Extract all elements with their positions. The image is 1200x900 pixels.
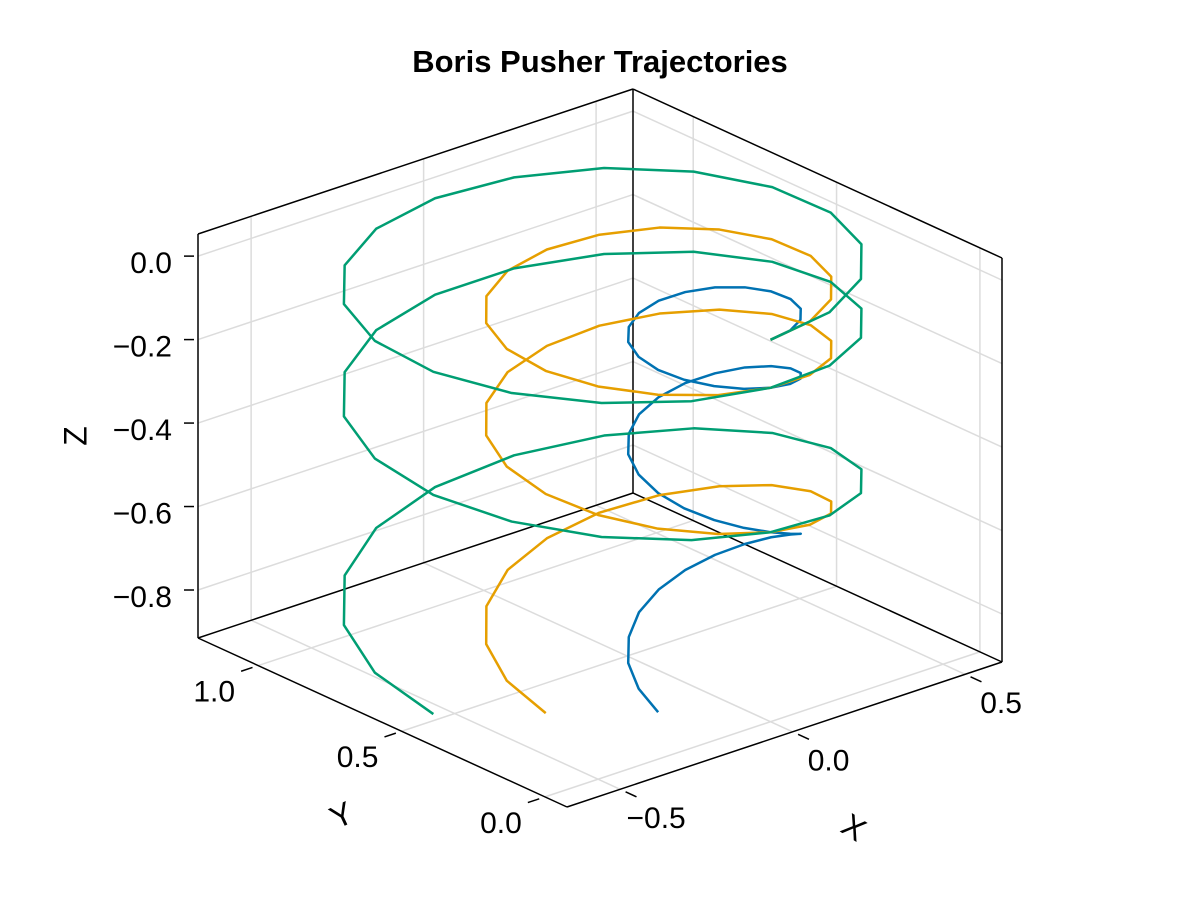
z-axis-label: Z bbox=[57, 426, 93, 446]
trajectory-line bbox=[484, 226, 833, 715]
grid-line bbox=[197, 193, 634, 341]
x-tick-label: 0.5 bbox=[980, 687, 1022, 720]
axis-edge bbox=[197, 637, 568, 808]
z-tick-label: −0.4 bbox=[113, 414, 172, 447]
axis-edge bbox=[632, 492, 1003, 663]
grid-line bbox=[250, 619, 621, 790]
grid-line bbox=[423, 562, 793, 733]
trajectory-line bbox=[342, 166, 863, 716]
x-tick-mark bbox=[970, 676, 982, 683]
grid-line bbox=[595, 504, 966, 675]
grid-line bbox=[197, 110, 634, 257]
grid-line bbox=[632, 110, 1003, 281]
plot-lines bbox=[342, 166, 863, 716]
grid-line bbox=[197, 360, 634, 508]
y-tick-label: 1.0 bbox=[193, 675, 235, 708]
grid-line bbox=[401, 585, 837, 732]
grid-line bbox=[197, 444, 634, 591]
grid-line bbox=[197, 277, 634, 424]
grid-line bbox=[257, 519, 694, 667]
y-tick-mark bbox=[384, 732, 397, 738]
chart-title: Boris Pusher Trajectories bbox=[412, 44, 788, 79]
axis-edge bbox=[632, 88, 1003, 259]
z-tick-label: −0.2 bbox=[113, 331, 172, 364]
z-tick-label: 0.0 bbox=[130, 247, 172, 280]
labels: −0.50.00.50.00.51.0−0.8−0.6−0.4−0.20.0XY… bbox=[57, 247, 1021, 848]
y-tick-mark bbox=[527, 798, 540, 804]
x-tick-label: −0.5 bbox=[627, 802, 686, 835]
trajectory-line bbox=[626, 286, 802, 713]
frame bbox=[184, 88, 1003, 808]
y-tick-label: 0.5 bbox=[337, 741, 379, 774]
x-tick-mark bbox=[625, 791, 637, 798]
axis-edge bbox=[197, 88, 634, 235]
axis-edge bbox=[566, 661, 1003, 808]
y-tick-mark bbox=[240, 666, 253, 672]
grid-line bbox=[544, 651, 981, 798]
grid-line bbox=[632, 193, 1003, 365]
grid-line bbox=[632, 277, 1003, 448]
grid-line bbox=[632, 444, 1003, 615]
z-tick-label: −0.6 bbox=[113, 497, 172, 530]
axis-edge bbox=[197, 492, 634, 639]
grid-line bbox=[632, 360, 1003, 532]
grid bbox=[197, 101, 1003, 798]
x-tick-label: 0.0 bbox=[808, 745, 850, 778]
z-tick-label: −0.8 bbox=[113, 581, 172, 614]
x-tick-mark bbox=[797, 733, 810, 741]
y-tick-label: 0.0 bbox=[480, 807, 522, 840]
